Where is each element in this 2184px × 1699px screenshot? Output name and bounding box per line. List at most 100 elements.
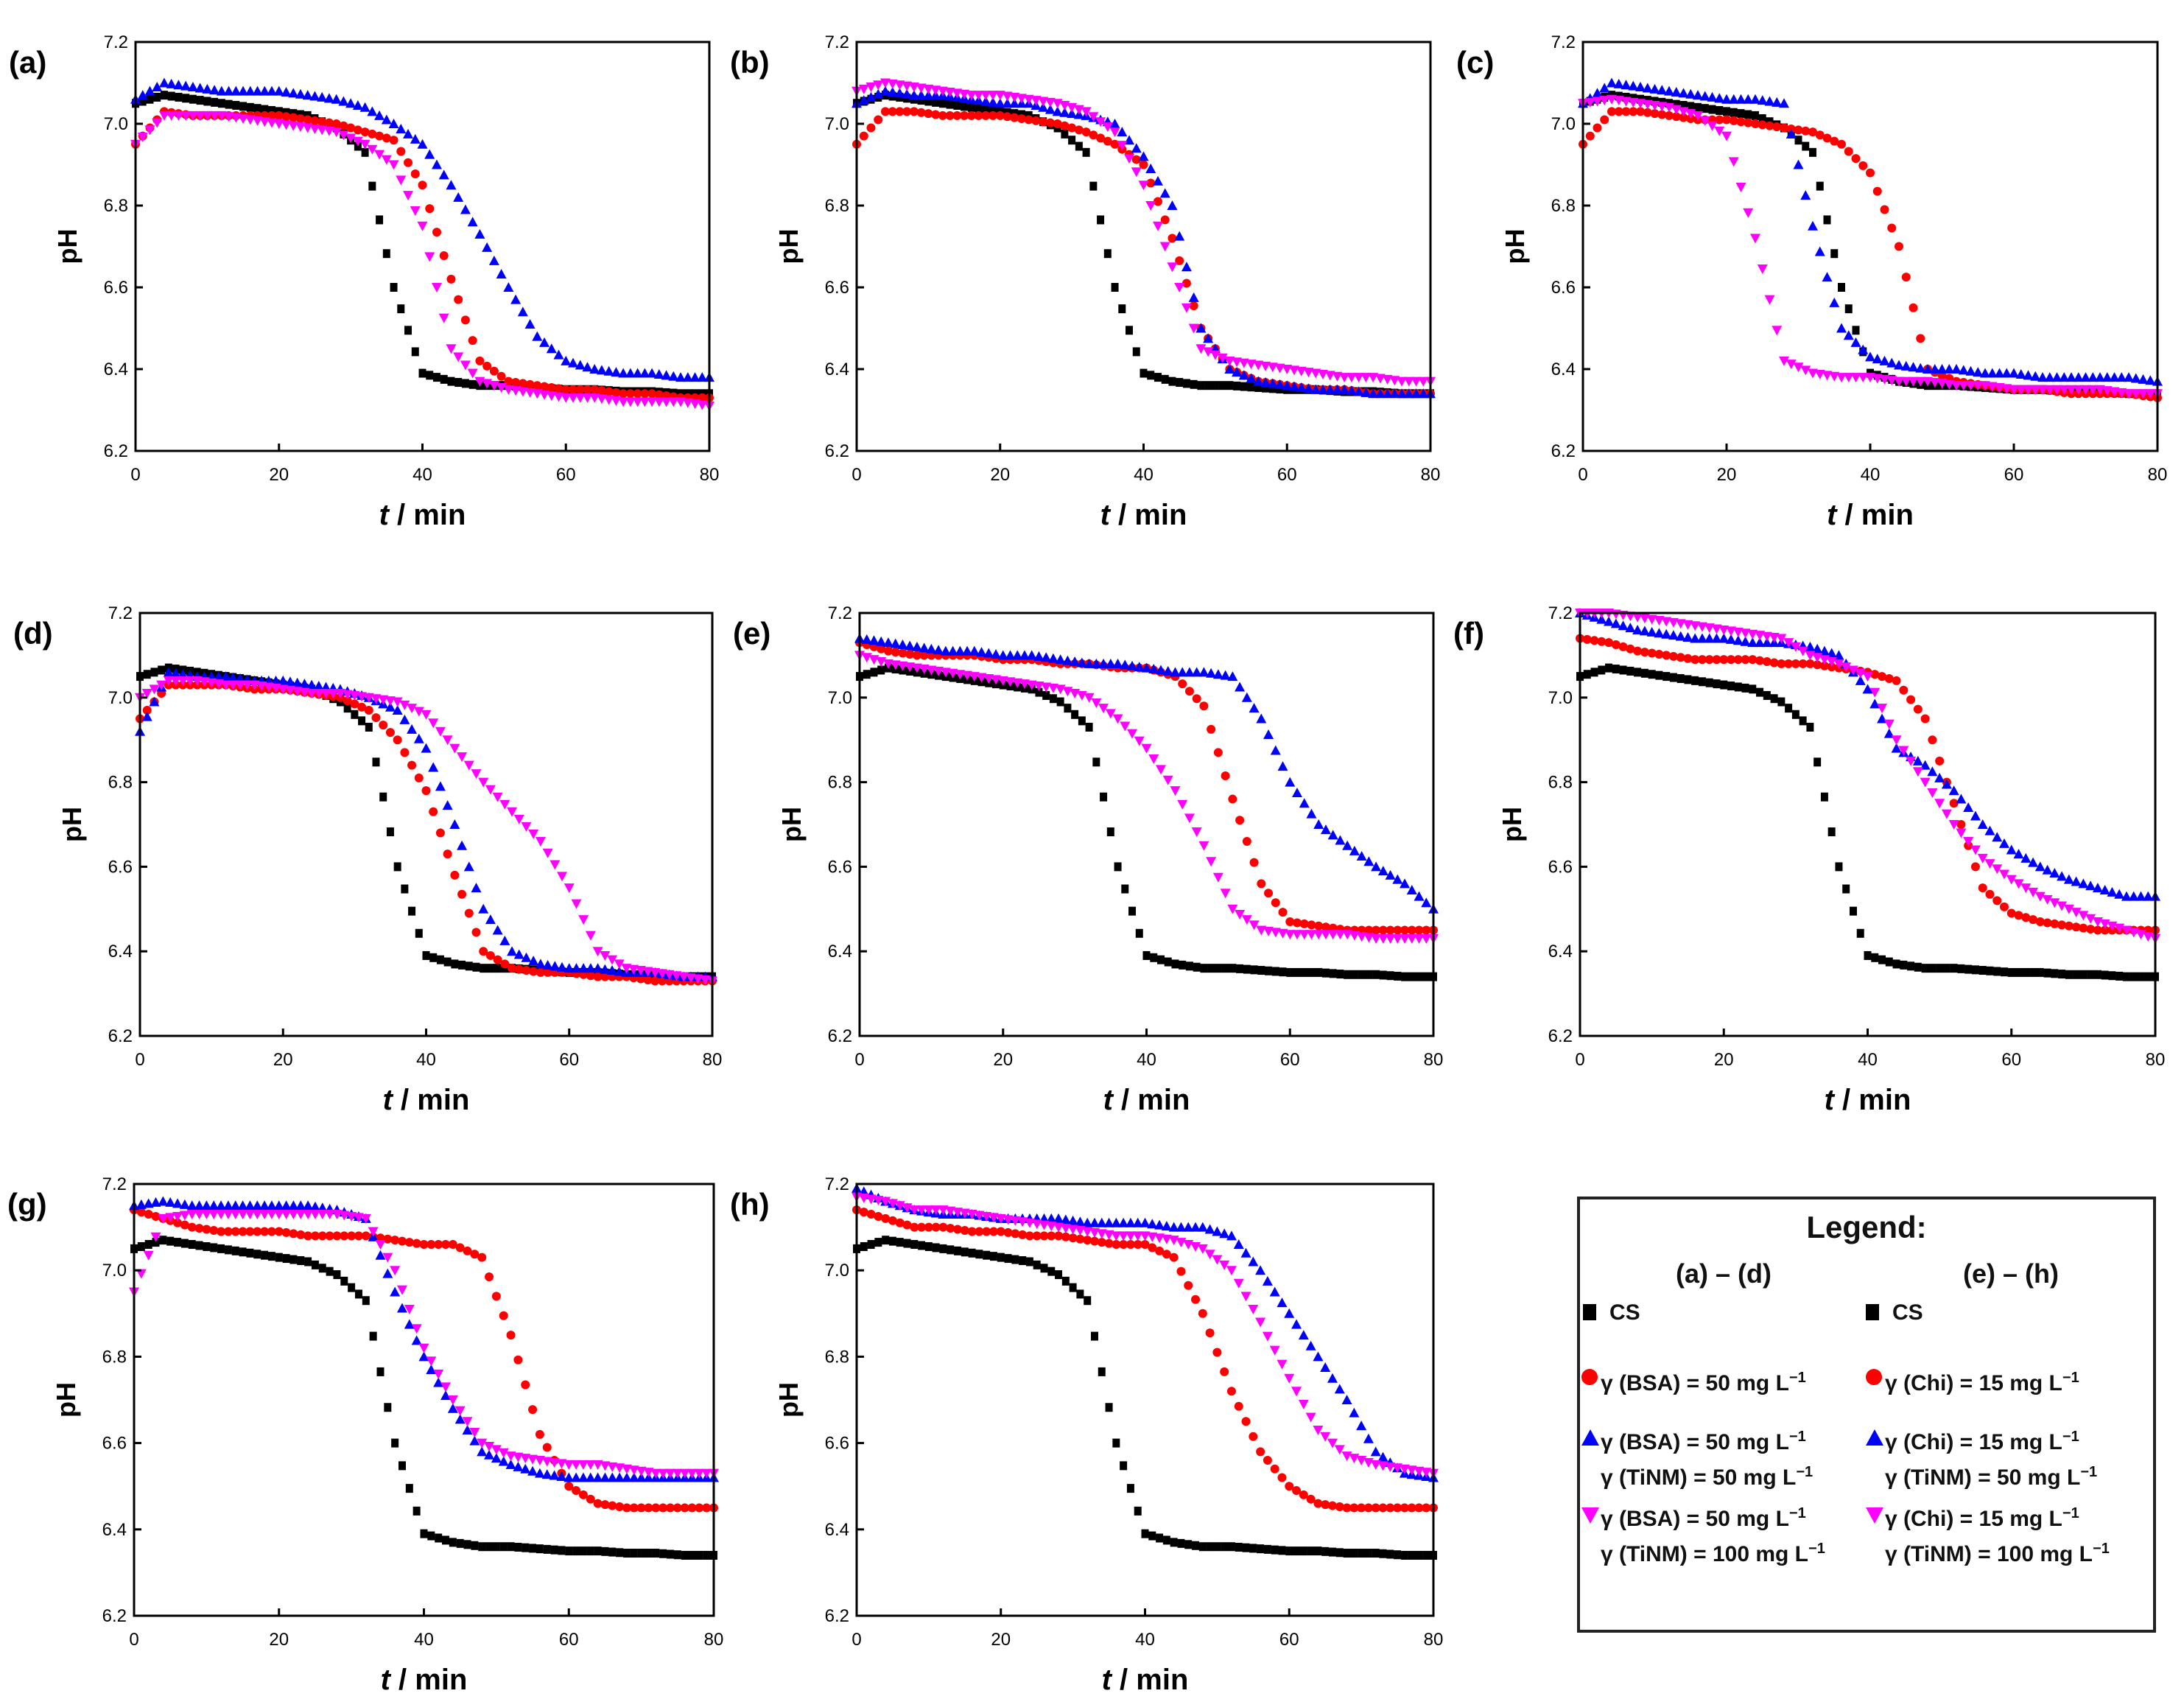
data-point [1313,1351,1324,1362]
data-point [2066,372,2076,382]
data-point [1016,94,1027,104]
data-point [2034,861,2046,872]
data-point [1690,621,1701,631]
data-point [225,99,233,109]
data-point [2088,385,2099,395]
data-point [1649,101,1660,111]
data-point [224,1245,232,1255]
data-point [137,1241,145,1251]
data-point [259,117,270,127]
data-point [1708,105,1716,114]
data-point [2129,972,2138,981]
data-point [1600,115,1609,125]
x-axis-label-unit: / min [1113,1084,1190,1116]
data-point [2057,920,2067,930]
data-point [339,1211,350,1221]
data-point [1085,722,1093,732]
data-point [1596,614,1607,624]
data-point [529,967,538,976]
x-tick-label: 80 [1421,465,1441,485]
data-point [195,1241,203,1250]
data-point [642,967,653,977]
data-point [517,306,528,317]
data-point [600,950,611,961]
data-point [997,1253,1005,1262]
data-point [1148,664,1159,674]
data-point [1320,930,1331,940]
y-tick-label: 6.8 [102,1347,127,1367]
data-point [1837,139,1846,149]
data-point [349,690,360,701]
data-point [1162,665,1173,676]
data-point [1278,908,1288,917]
data-point [513,949,524,959]
data-point [261,105,269,114]
data-point [1368,373,1379,383]
data-point [186,1210,197,1220]
data-point [628,1472,639,1482]
data-point [457,889,467,899]
data-point [975,1227,984,1236]
data-point [144,1240,152,1250]
data-point [1313,930,1324,940]
data-point [211,97,219,107]
data-point [1921,964,1929,973]
data-point [324,118,334,127]
y-axis-label: pH [773,229,804,265]
data-point [924,1222,933,1232]
data-point [1862,684,1873,694]
y-axis-label: pH [776,807,807,842]
x-tick-label: 0 [854,1050,864,1070]
data-point [367,144,378,155]
data-point [1147,1232,1158,1242]
data-point [1042,690,1050,700]
data-point [682,372,693,382]
x-axis-label-unit: / min [1112,1664,1188,1696]
data-point [357,702,367,712]
data-point [317,117,327,127]
data-point [1189,301,1198,310]
data-point [1977,819,1988,829]
data-point [618,368,629,378]
data-point [1025,1257,1033,1267]
data-point [1342,1503,1352,1513]
data-point [1256,925,1267,936]
data-point [1313,1426,1324,1436]
data-point [156,680,167,690]
data-point [2080,372,2091,382]
data-point [679,1468,690,1479]
data-point [1249,703,1260,713]
data-point [228,680,239,690]
data-point [1777,697,1786,707]
data-point [2021,913,2031,922]
data-point [1372,925,1381,935]
data-point [281,86,292,97]
data-point [976,673,987,683]
data-point [1019,679,1030,690]
data-point [1944,379,1955,390]
x-tick-label: 60 [2001,1050,2021,1070]
data-point [411,1335,422,1345]
data-point [392,697,403,707]
data-point [1053,1222,1064,1233]
data-point [160,91,168,100]
data-point [418,1351,429,1362]
series-3 [1578,94,2163,399]
data-point [944,87,955,97]
data-point [1321,968,1330,978]
data-point [166,111,177,121]
data-point [635,966,646,976]
data-point [1980,368,1990,378]
data-point [1341,1395,1352,1404]
data-point [682,398,693,408]
data-point [1010,113,1019,122]
data-point [482,361,492,371]
data-point [672,1468,683,1479]
data-point [859,1208,868,1217]
data-point [245,1227,255,1236]
legend-item-bsa: γ (BSA) = 50 mg L−1 [1601,1363,1806,1398]
data-point [1010,1216,1021,1226]
data-point [1226,1387,1236,1396]
data-point [989,105,997,115]
data-point [1747,629,1758,640]
